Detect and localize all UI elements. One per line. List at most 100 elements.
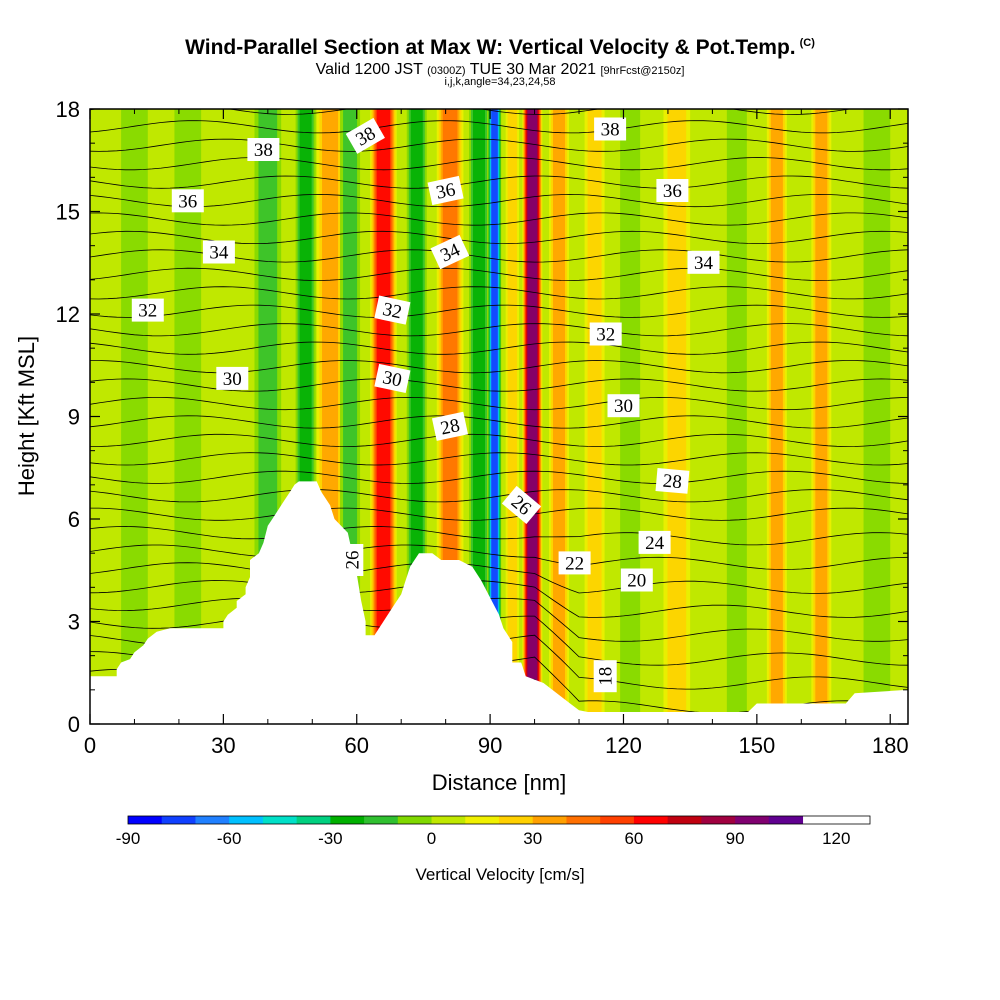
copyright-mark: (C) [799, 37, 815, 49]
theta-label-text: 38 [254, 140, 273, 161]
colorbar-swatch [296, 816, 331, 824]
colorbar: -90 -60 -30 0 30 60 90 120 [116, 815, 871, 848]
theta-label: 32 [589, 322, 622, 346]
velocity-band [522, 109, 543, 724]
theta-label-text: 34 [694, 253, 714, 274]
velocity-band-layer [587, 109, 602, 724]
theta-label-box [501, 485, 542, 525]
colorbar-swatch [566, 816, 601, 824]
theta-contour-line [90, 304, 908, 318]
colorbar-label: Vertical Velocity [cm/s] [415, 865, 584, 884]
theta-label-box [374, 363, 411, 393]
velocity-band [726, 109, 747, 724]
theta-label: 28 [655, 468, 690, 494]
theta-contour-line [90, 378, 908, 392]
colorbar-swatch [364, 816, 399, 824]
colorbar-swatch [229, 816, 264, 824]
terrain [90, 481, 908, 724]
velocity-band [863, 109, 891, 724]
theta-label-box [374, 295, 411, 325]
theta-label-box [558, 551, 591, 575]
velocity-band [811, 109, 832, 724]
velocity-band-layer [376, 109, 391, 724]
theta-label: 34 [202, 240, 235, 264]
theta-contour-line [90, 323, 908, 337]
velocity-band [505, 109, 520, 724]
x-tick-label: 0 [84, 733, 96, 758]
theta-label: 36 [171, 189, 204, 213]
theta-label-box [131, 298, 164, 322]
velocity-band-layer [815, 109, 828, 724]
theta-label-box [656, 179, 689, 202]
theta-label: 32 [374, 295, 411, 325]
theta-contour-line [90, 580, 908, 618]
x-axis-label: Distance [nm] [432, 770, 567, 795]
theta-label: 26 [340, 544, 364, 576]
theta-label-text: 18 [596, 667, 617, 686]
colorbar-swatch [262, 816, 298, 824]
theta-label-text: 26 [342, 551, 363, 570]
theta-label: 30 [216, 366, 249, 390]
theta-label: 24 [638, 530, 671, 554]
theta-label-box [345, 117, 385, 154]
theta-label: 20 [620, 568, 653, 592]
theta-contour-line [90, 507, 908, 521]
theta-contour-line [90, 138, 908, 152]
theta-label: 30 [607, 394, 640, 418]
theta-contour-line [90, 212, 908, 226]
y-tick-label: 18 [56, 97, 80, 122]
theta-contour-line [90, 562, 908, 594]
theta-label-text: 30 [381, 367, 404, 391]
colorbar-tick-label: -60 [217, 829, 242, 848]
theta-label-box [589, 322, 622, 346]
colorbar-swatch [768, 816, 804, 824]
theta-label-text: 22 [565, 553, 584, 574]
y-tick-label: 12 [56, 302, 80, 327]
theta-contour-line [90, 415, 908, 429]
theta-label-box [607, 394, 640, 418]
theta-label-text: 32 [381, 299, 404, 323]
colorbar-swatch [633, 816, 669, 824]
theta-contour-line [90, 84, 908, 96]
colorbar-swatch [735, 816, 770, 824]
y-tick-label: 9 [68, 405, 80, 430]
colorbar-tick-label: 0 [427, 829, 436, 848]
theta-label-box [620, 568, 653, 592]
colorbar-swatch [397, 816, 433, 824]
velocity-band-layer [121, 109, 148, 724]
velocity-band [584, 109, 605, 724]
theta-label-text: 30 [614, 396, 633, 417]
colorbar-swatch [195, 816, 230, 824]
velocity-band-layer [726, 109, 747, 724]
x-tick-label: 60 [344, 733, 368, 758]
chart-title: Wind-Parallel Section at Max W: Vertical… [185, 36, 815, 59]
theta-label-text: 36 [663, 181, 682, 202]
colorbar-swatch [701, 816, 736, 824]
theta-contour-line [90, 267, 908, 281]
velocity-band-layer [472, 109, 485, 724]
y-axis-label: Height [Kft MSL] [14, 336, 39, 496]
colorbar-swatch [465, 816, 500, 824]
colorbar-swatch [431, 816, 466, 824]
theta-label-box [430, 234, 470, 270]
colorbar-tick-label: -30 [318, 829, 343, 848]
x-tick-label: 30 [211, 733, 235, 758]
theta-contour-line [90, 175, 908, 189]
colorbar-tick-label: 60 [624, 829, 643, 848]
velocity-band-layer [553, 109, 566, 724]
velocity-band [487, 109, 502, 724]
theta-label-box [247, 138, 280, 161]
theta-contour-line [90, 286, 908, 300]
x-tick-label: 180 [872, 733, 909, 758]
theta-label-box [427, 175, 464, 206]
theta-label-text: 38 [601, 120, 620, 141]
theta-label-box [340, 544, 364, 576]
theta-contour-line [90, 489, 908, 503]
velocity-band [121, 109, 148, 724]
x-tick-label: 120 [605, 733, 642, 758]
colorbar-swatch [600, 816, 635, 824]
theta-label-text: 24 [645, 533, 665, 554]
